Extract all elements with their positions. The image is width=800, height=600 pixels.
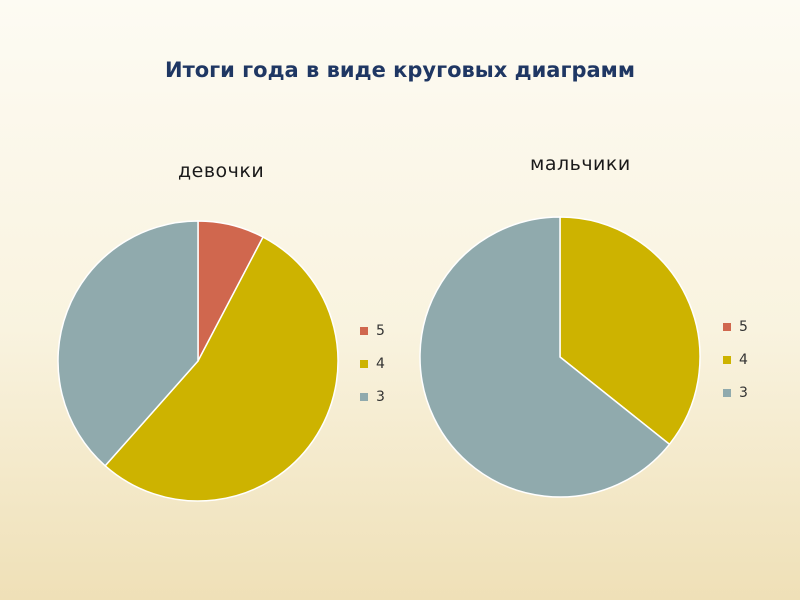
legend-label: 5: [739, 318, 748, 335]
legend-label: 4: [739, 351, 748, 368]
legend-label: 3: [739, 384, 748, 401]
legend-swatch: [360, 326, 368, 335]
legend-item-4: 4: [723, 351, 748, 368]
legend-label: 4: [376, 355, 385, 372]
legend-boys: 5 4 3: [723, 318, 748, 417]
legend-swatch: [723, 322, 731, 331]
legend-swatch: [360, 392, 368, 401]
legend-item-3: 3: [360, 388, 385, 405]
chart-title-boys: мальчики: [530, 153, 631, 175]
pie-boys: [419, 216, 701, 498]
legend-label: 3: [376, 388, 385, 405]
legend-swatch: [723, 355, 731, 364]
legend-label: 5: [376, 322, 385, 339]
legend-girls: 5 4 3: [360, 322, 385, 421]
chart-title-girls: девочки: [178, 160, 265, 182]
pie-slice-4: [104, 236, 339, 502]
legend-item-5: 5: [360, 322, 385, 339]
legend-item-5: 5: [723, 318, 748, 335]
pie-girls: [57, 220, 339, 502]
pie-slice-3: [57, 220, 199, 467]
pie-slice-4: [559, 216, 701, 446]
slide-title: Итоги года в виде круговых диаграмм: [165, 58, 635, 82]
legend-item-3: 3: [723, 384, 748, 401]
legend-item-4: 4: [360, 355, 385, 372]
legend-swatch: [360, 359, 368, 368]
legend-swatch: [723, 388, 731, 397]
pie-slice-3: [419, 216, 671, 498]
